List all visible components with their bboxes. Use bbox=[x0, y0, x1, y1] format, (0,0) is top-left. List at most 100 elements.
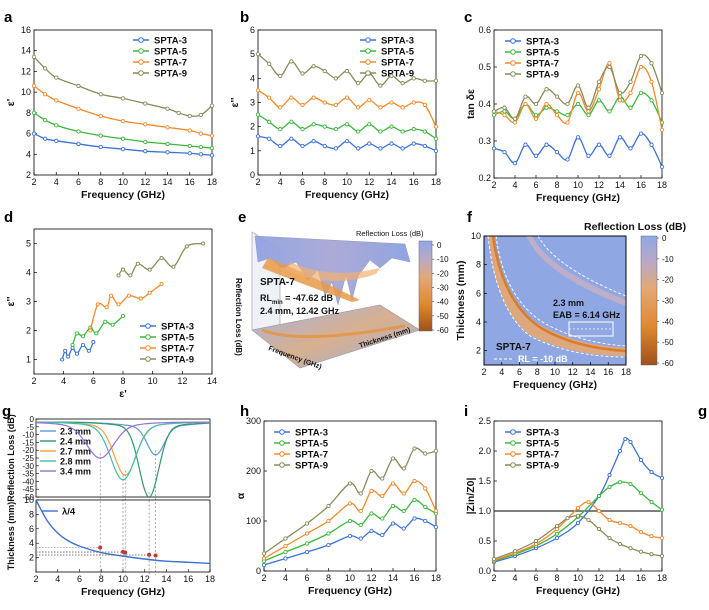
a-point-spta-5 bbox=[76, 129, 81, 134]
d-point-spta-3 bbox=[74, 351, 80, 356]
c-xtick-label: 14 bbox=[615, 180, 625, 190]
c-point-spta-7 bbox=[617, 98, 623, 103]
b-point-spta-7 bbox=[300, 102, 305, 108]
d-point-spta-7 bbox=[138, 296, 143, 301]
f-cbticks-label: 0 bbox=[662, 234, 667, 243]
b-point-spta-5 bbox=[367, 122, 372, 127]
i-point-spta-9 bbox=[575, 513, 581, 518]
c-point-spta-7 bbox=[544, 101, 549, 107]
h-legend-marker bbox=[279, 462, 285, 468]
f-axes: 2 4 6 8 10 12 14 16 18 2 4 6 8 10 Frequency (GHz) Thick… bbox=[455, 231, 631, 391]
a-point-spta-7 bbox=[209, 133, 215, 138]
h-series-spta-3-line bbox=[263, 517, 437, 566]
d-point-spta-3 bbox=[60, 357, 65, 362]
c-ytick-label: 0.3 bbox=[478, 136, 491, 146]
b-point-spta-3 bbox=[367, 141, 372, 146]
g-top-ylabel: Reflection Loss (dB) bbox=[6, 414, 16, 502]
c-point-spta-3 bbox=[659, 164, 665, 170]
b-point-spta-7 bbox=[266, 95, 272, 100]
d-point-spta-7 bbox=[116, 302, 121, 307]
i-point-spta-9 bbox=[565, 516, 570, 521]
f-rl10-contour bbox=[487, 235, 627, 358]
d-ytick-label: 3 bbox=[26, 297, 31, 307]
d-point-spta-9 bbox=[159, 255, 164, 261]
b-point-spta-7 bbox=[255, 88, 261, 93]
e-colorbar bbox=[418, 240, 433, 332]
a-point-spta-5 bbox=[120, 136, 126, 141]
h-point-spta-5 bbox=[390, 503, 396, 509]
b-point-spta-5 bbox=[411, 126, 416, 132]
i-ytick-label: 2.5 bbox=[478, 416, 491, 426]
b-legend-spta-5: SPTA-5 bbox=[381, 47, 415, 58]
b-point-spta-5 bbox=[400, 129, 405, 134]
b-point-spta-7 bbox=[367, 97, 372, 103]
f-xtick-label: 14 bbox=[585, 367, 595, 377]
a-xtick-label: 14 bbox=[162, 177, 172, 187]
h-point-spta-5 bbox=[283, 549, 288, 555]
h-point-spta-9 bbox=[423, 451, 428, 456]
f-ytick-label: 8 bbox=[476, 260, 481, 270]
d-legend-spta-3: SPTA-3 bbox=[161, 322, 194, 333]
b-xtick-label: 16 bbox=[409, 177, 419, 187]
panel-label-g: g bbox=[2, 403, 11, 420]
e-cbticks-label: -10 bbox=[437, 255, 449, 264]
a-ylabel: ε' bbox=[5, 99, 17, 106]
h-point-spta-7 bbox=[347, 501, 353, 506]
i-ytick-label: 1.5 bbox=[478, 476, 491, 486]
g-top-ytick-label: -35 bbox=[22, 470, 34, 479]
f-eab-text: EAB = 6.14 GHz bbox=[553, 310, 621, 320]
a-legend-marker bbox=[138, 37, 144, 43]
f-cbticks-label: -10 bbox=[662, 255, 674, 264]
b-point-spta-5 bbox=[344, 122, 350, 127]
c-point-spta-9 bbox=[586, 105, 591, 110]
c-point-spta-3 bbox=[502, 149, 507, 155]
a-point-spta-5 bbox=[54, 123, 59, 128]
i-ytick-label: 0.0 bbox=[478, 566, 491, 576]
g-bottom-legend-label: λ/4 bbox=[62, 507, 76, 518]
b-point-spta-7 bbox=[433, 124, 439, 129]
b-point-spta-3 bbox=[344, 139, 350, 144]
a-xtick-label: 10 bbox=[118, 177, 128, 187]
panel-h-attenuation-constant: 2 4 6 8 10 12 14 16 18 0 100 200 300 Frequency (GHz) α… bbox=[235, 416, 441, 597]
h-xtick-label: 2 bbox=[261, 573, 266, 583]
g-top-ytick-label: -10 bbox=[22, 431, 34, 440]
c-point-spta-9 bbox=[523, 94, 528, 99]
f-ytick-label: 4 bbox=[476, 317, 481, 327]
c-point-spta-7 bbox=[586, 109, 591, 114]
g-match-point bbox=[121, 549, 125, 554]
d-legend-marker bbox=[145, 345, 151, 351]
g-bottom-xtick-label: 10 bbox=[118, 574, 128, 584]
a-point-spta-7 bbox=[42, 92, 48, 97]
i-point-spta-5 bbox=[659, 507, 665, 512]
c-point-spta-5 bbox=[638, 90, 644, 96]
b-series-spta-5-line bbox=[257, 114, 437, 140]
a-legend-marker bbox=[138, 48, 144, 54]
b-xtick-label: 14 bbox=[386, 177, 396, 187]
h-ytick-label: 200 bbox=[246, 466, 261, 476]
g-bottom-ylabel: Thickness (mm) bbox=[6, 502, 16, 571]
b-legend-marker bbox=[365, 59, 371, 65]
f-xtick-label: 10 bbox=[550, 367, 560, 377]
g-rl-curve-3.4mm bbox=[35, 421, 210, 459]
d-xtick-label: 10 bbox=[148, 376, 158, 386]
a-point-spta-9 bbox=[54, 75, 59, 80]
b-ytick-label: 2 bbox=[250, 122, 255, 132]
h-legend-spta-9: SPTA-9 bbox=[295, 461, 328, 472]
b-point-spta-9 bbox=[278, 73, 283, 79]
b-point-spta-7 bbox=[333, 102, 339, 108]
c-point-spta-7 bbox=[512, 120, 518, 125]
c-point-spta-9 bbox=[502, 105, 507, 110]
a-xlabel: Frequency (GHz) bbox=[81, 189, 165, 201]
f-legend-rl: RL = -10 dB bbox=[518, 354, 568, 364]
b-legend-spta-3: SPTA-3 bbox=[381, 36, 414, 47]
h-point-spta-7 bbox=[261, 556, 267, 561]
panel-d-cole-cole-plot: 2 4 6 8 10 12 1412345ε'ε''SPTA-3SPTA-5SPTA-7SP… bbox=[5, 228, 217, 400]
f-band-2 bbox=[526, 236, 626, 306]
a-xtick-label: 4 bbox=[54, 177, 59, 187]
i-ytick-label: 0.5 bbox=[478, 536, 491, 546]
h-point-spta-3 bbox=[326, 542, 331, 548]
g-legend-2.4mm: 2.4 mm bbox=[60, 437, 91, 447]
d-ytick-label: 1 bbox=[26, 355, 31, 365]
e-colorbar-title: Reflection Loss (dB) bbox=[356, 229, 424, 238]
g-bottom-xtick-label: 16 bbox=[183, 574, 193, 584]
